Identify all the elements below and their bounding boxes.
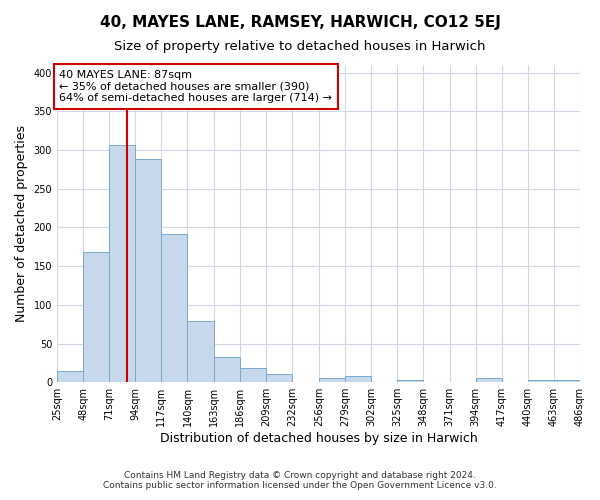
Bar [109,146,136,382]
Bar [319,378,345,382]
Bar [554,380,580,382]
Text: Size of property relative to detached houses in Harwich: Size of property relative to detached ho… [114,40,486,53]
Bar [397,380,424,382]
Bar [266,374,292,382]
X-axis label: Distribution of detached houses by size in Harwich: Distribution of detached houses by size … [160,432,478,445]
Bar [83,252,109,382]
Bar [345,376,371,382]
Bar [136,158,161,382]
Text: 40 MAYES LANE: 87sqm
← 35% of detached houses are smaller (390)
64% of semi-deta: 40 MAYES LANE: 87sqm ← 35% of detached h… [59,70,332,103]
Bar [528,380,554,382]
Bar [57,370,83,382]
Bar [239,368,266,382]
Bar [187,321,214,382]
Bar [214,358,239,382]
Bar [476,378,502,382]
Text: Contains HM Land Registry data © Crown copyright and database right 2024.
Contai: Contains HM Land Registry data © Crown c… [103,470,497,490]
Bar [161,234,187,382]
Y-axis label: Number of detached properties: Number of detached properties [15,125,28,322]
Text: 40, MAYES LANE, RAMSEY, HARWICH, CO12 5EJ: 40, MAYES LANE, RAMSEY, HARWICH, CO12 5E… [100,15,500,30]
